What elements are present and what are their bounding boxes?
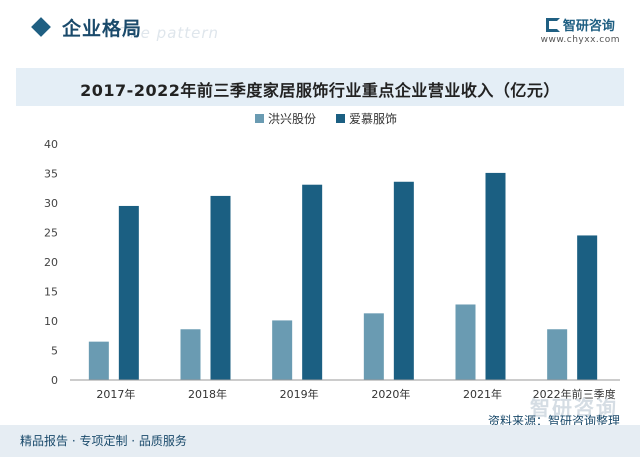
chart-title: 2017-2022年前三季度家居服饰行业重点企业营业收入（亿元） bbox=[80, 81, 560, 100]
bar-2-6 bbox=[577, 235, 598, 380]
header: The pattern 企业格局 智研咨询 www.chyxx.com bbox=[0, 0, 640, 60]
section-title: 企业格局 bbox=[62, 18, 143, 40]
brand-logo-icon bbox=[545, 17, 560, 32]
source-note: 资料来源：智研咨询整理 bbox=[487, 414, 620, 428]
legend-label-1: 洪兴股份 bbox=[268, 112, 316, 126]
footer-slogan: 精品报告 · 专项定制 · 品质服务 bbox=[20, 434, 187, 448]
bar-2-5 bbox=[485, 172, 506, 380]
y-tick-label: 5 bbox=[51, 345, 58, 358]
brand-url: www.chyxx.com bbox=[540, 35, 620, 45]
brand-name: 智研咨询 bbox=[562, 19, 615, 34]
bars bbox=[88, 172, 598, 380]
x-tick-label: 2017年 bbox=[96, 387, 135, 401]
x-tick-label: 2021年 bbox=[463, 387, 502, 401]
bar-1-1 bbox=[88, 341, 109, 380]
y-tick-label: 15 bbox=[44, 286, 58, 299]
y-axis: 0 5 10 15 20 25 30 35 40 bbox=[44, 138, 58, 387]
y-tick-label: 30 bbox=[44, 197, 58, 210]
legend: 洪兴股份 爱慕服饰 bbox=[255, 112, 397, 126]
y-tick-label: 40 bbox=[44, 138, 58, 151]
footer-band: 精品报告 · 专项定制 · 品质服务 bbox=[0, 425, 640, 457]
chart-title-band: 2017-2022年前三季度家居服饰行业重点企业营业收入（亿元） bbox=[16, 68, 624, 106]
x-tick-label: 2018年 bbox=[188, 387, 227, 401]
y-tick-label: 20 bbox=[44, 256, 58, 269]
x-tick-label: 2019年 bbox=[280, 387, 319, 401]
x-axis: 2017年 2018年 2019年 2020年 2021年 2022年前三季度 bbox=[70, 379, 620, 401]
bar-1-6 bbox=[547, 329, 568, 380]
bar-2-4 bbox=[393, 181, 414, 380]
bar-2-2 bbox=[210, 195, 231, 380]
bar-2-1 bbox=[118, 205, 139, 380]
bar-chart: 洪兴股份 爱慕服饰 0 5 10 15 20 25 30 35 40 2017年 2018年 2019… bbox=[44, 112, 620, 401]
y-tick-label: 10 bbox=[44, 315, 58, 328]
y-tick-label: 25 bbox=[44, 227, 58, 240]
legend-swatch-2 bbox=[336, 114, 345, 123]
x-tick-label: 2022年前三季度 bbox=[533, 387, 616, 401]
bar-1-4 bbox=[363, 313, 384, 380]
bar-1-3 bbox=[272, 320, 293, 380]
watermark-text: 智研咨询 bbox=[530, 396, 618, 420]
bar-1-2 bbox=[180, 329, 201, 380]
y-tick-label: 0 bbox=[51, 374, 58, 387]
bar-1-5 bbox=[455, 304, 476, 380]
x-tick-label: 2020年 bbox=[371, 387, 410, 401]
header-background-text: The pattern bbox=[120, 24, 220, 42]
y-tick-label: 35 bbox=[44, 168, 58, 181]
brand: 智研咨询 www.chyxx.com bbox=[541, 14, 620, 45]
legend-label-2: 爱慕服饰 bbox=[349, 112, 397, 126]
legend-swatch-1 bbox=[255, 114, 264, 123]
bar-2-3 bbox=[302, 184, 323, 380]
